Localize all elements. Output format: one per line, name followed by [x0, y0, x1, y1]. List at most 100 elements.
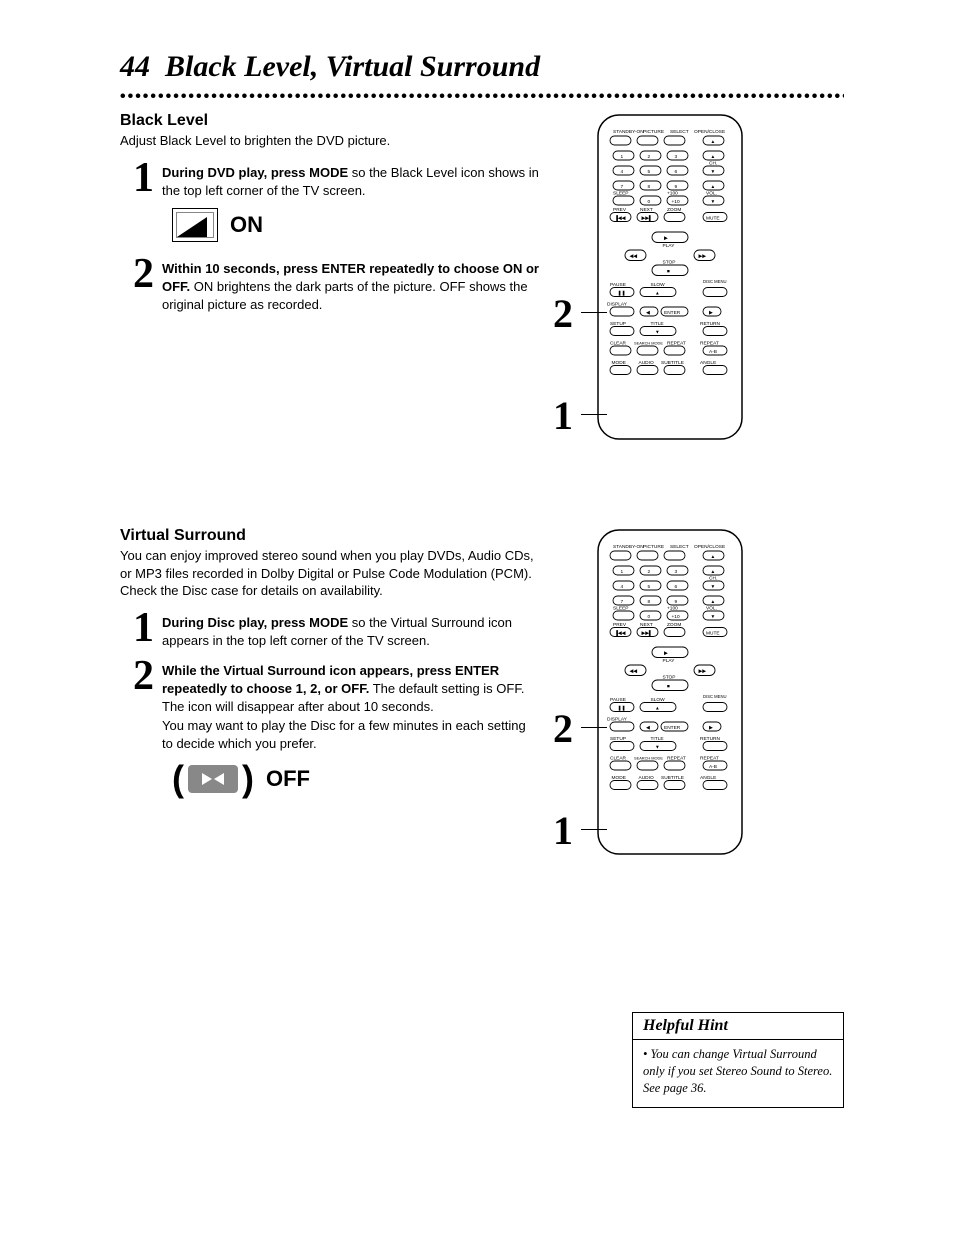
svg-text:▶▶: ▶▶ [699, 669, 707, 675]
bl-step2-text: Within 10 seconds, press ENTER repeatedl… [162, 256, 540, 315]
step-number-2: 2 [120, 256, 154, 294]
lbl: STANDBY-ON [613, 129, 644, 135]
svg-text:▼: ▼ [711, 615, 716, 620]
hint-heading: Helpful Hint [633, 1013, 843, 1040]
svg-text:SEARCH MODE: SEARCH MODE [634, 341, 663, 346]
svg-text:STOP: STOP [663, 675, 676, 681]
svg-text:MUTE: MUTE [706, 215, 720, 221]
svg-text:DISC MENU: DISC MENU [703, 279, 727, 284]
step-number-1: 1 [120, 610, 154, 648]
svg-text:9: 9 [675, 599, 678, 605]
svg-text:OPEN/CLOSE: OPEN/CLOSE [694, 544, 725, 550]
bl-step1-bold: During DVD play, press MODE [162, 165, 348, 180]
svg-text:MUTE: MUTE [706, 630, 720, 636]
black-level-heading: Black Level [120, 112, 540, 130]
svg-text:▶: ▶ [664, 236, 668, 242]
lbl: OPEN/CLOSE [694, 129, 725, 135]
remote-svg: STANDBY-ON PICTURE SELECT OPEN/CLOSE ▲ 1… [595, 112, 745, 442]
remote-marker-2: 2 [553, 705, 573, 752]
svg-text:0: 0 [648, 199, 651, 205]
virtual-surround-icon: ( ) [172, 761, 254, 797]
svg-text:3: 3 [675, 569, 678, 575]
svg-text:SEARCH MODE: SEARCH MODE [634, 756, 663, 761]
remote-marker-1: 1 [553, 392, 573, 439]
svg-text:▲: ▲ [711, 140, 716, 145]
marker-line-icon [581, 727, 607, 728]
step-number-1: 1 [120, 160, 154, 198]
svg-text:2: 2 [648, 569, 651, 575]
svg-text:▐◀◀: ▐◀◀ [615, 629, 626, 636]
hint-body: • You can change Virtual Surround only i… [633, 1040, 843, 1107]
marker-line-icon [581, 312, 607, 313]
vs-step-2: 2 While the Virtual Surround icon appear… [120, 658, 540, 753]
virtual-surround-status: OFF [266, 766, 310, 792]
vs-step2-text: While the Virtual Surround icon appears,… [162, 658, 540, 753]
black-level-intro: Adjust Black Level to brighten the DVD p… [120, 132, 540, 150]
svg-text:5: 5 [648, 584, 651, 590]
virtual-surround-intro: You can enjoy improved stereo sound when… [120, 547, 540, 600]
lbl: PICTURE [643, 129, 664, 135]
remote-marker-1: 1 [553, 807, 573, 854]
svg-text:▲: ▲ [711, 155, 716, 160]
svg-text:4: 4 [621, 584, 624, 590]
remote-svg: STANDBY-ON PICTURE SELECT OPEN/CLOSE ▲ 1… [595, 527, 745, 857]
vs-step-1: 1 During Disc play, press MODE so the Vi… [120, 610, 540, 650]
svg-text:▶▶▌: ▶▶▌ [642, 214, 653, 221]
svg-text:▶▶: ▶▶ [699, 254, 707, 260]
vs-step1-bold: During Disc play, press MODE [162, 615, 348, 630]
remote-diagram-1: 2 1 STANDBY-ON PICTURE SELECT OPEN/CLOSE… [595, 112, 745, 447]
svg-text:❚❚: ❚❚ [618, 705, 626, 711]
svg-text:7: 7 [621, 184, 624, 190]
bl-step-2: 2 Within 10 seconds, press ENTER repeate… [120, 256, 540, 315]
svg-text:ENTER: ENTER [664, 310, 681, 316]
svg-text:A-B: A-B [709, 764, 717, 770]
svg-text:3: 3 [675, 154, 678, 160]
lbl: SELECT [670, 129, 689, 135]
bl-step2-rest: ON brightens the dark parts of the pictu… [162, 279, 528, 312]
svg-text:▼: ▼ [711, 585, 716, 590]
svg-text:▼: ▼ [655, 745, 660, 750]
svg-text:▶: ▶ [709, 725, 713, 731]
svg-text:9: 9 [675, 184, 678, 190]
svg-text:ENTER: ENTER [664, 725, 681, 731]
svg-text:■: ■ [667, 270, 670, 275]
svg-text:▲: ▲ [711, 185, 716, 190]
svg-text:❚❚: ❚❚ [618, 290, 626, 296]
svg-text:▐◀◀: ▐◀◀ [615, 214, 626, 221]
svg-text:◀◀: ◀◀ [630, 669, 638, 675]
svg-text:0: 0 [648, 614, 651, 620]
vs-step1-text: During Disc play, press MODE so the Virt… [162, 610, 540, 650]
svg-text:◀◀: ◀◀ [630, 254, 638, 260]
svg-text:6: 6 [675, 169, 678, 175]
marker-line-icon [581, 829, 607, 830]
black-level-status: ON [230, 212, 263, 238]
svg-text:PLAY: PLAY [663, 243, 676, 249]
svg-text:SELECT: SELECT [670, 544, 689, 550]
virtual-surround-heading: Virtual Surround [120, 527, 540, 545]
svg-text:6: 6 [675, 584, 678, 590]
svg-text:8: 8 [648, 599, 651, 605]
svg-text:▲: ▲ [655, 291, 660, 296]
page-number: 44 [120, 50, 150, 83]
svg-text:1: 1 [621, 569, 624, 575]
page-title: 44 Black Level, Virtual Surround [120, 50, 844, 84]
remote-diagram-2: 2 1 STANDBY-ON PICTURE SELECT OPEN/CLOSE… [595, 527, 745, 862]
svg-text:▲: ▲ [711, 600, 716, 605]
svg-text:2: 2 [648, 154, 651, 160]
svg-text:+10: +10 [672, 199, 680, 205]
svg-text:▲: ▲ [655, 706, 660, 711]
svg-text:DISC MENU: DISC MENU [703, 694, 727, 699]
svg-text:▼: ▼ [655, 330, 660, 335]
svg-text:7: 7 [621, 599, 624, 605]
svg-text:▼: ▼ [711, 170, 716, 175]
divider-dots: ••••••••••••••••••••••••••••••••••••••••… [120, 88, 844, 106]
svg-text:▶: ▶ [709, 310, 713, 316]
svg-text:◀: ◀ [646, 725, 650, 731]
svg-text:1: 1 [621, 154, 624, 160]
svg-text:8: 8 [648, 184, 651, 190]
svg-text:▲: ▲ [711, 570, 716, 575]
svg-text:4: 4 [621, 169, 624, 175]
title-text: Black Level, Virtual Surround [165, 50, 540, 83]
svg-text:PICTURE: PICTURE [643, 544, 664, 550]
svg-text:PLAY: PLAY [663, 658, 676, 664]
